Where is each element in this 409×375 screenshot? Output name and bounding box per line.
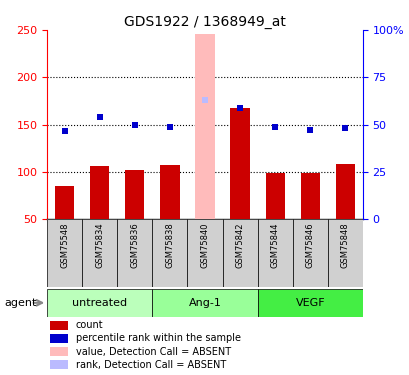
Bar xyxy=(300,173,319,219)
Text: GSM75548: GSM75548 xyxy=(60,223,69,268)
Bar xyxy=(47,289,152,317)
Bar xyxy=(257,219,292,287)
Bar xyxy=(152,219,187,287)
Text: GSM75836: GSM75836 xyxy=(130,223,139,268)
Text: untreated: untreated xyxy=(72,298,127,308)
Text: Ang-1: Ang-1 xyxy=(188,298,221,308)
Bar xyxy=(82,219,117,287)
Bar xyxy=(50,321,67,330)
Bar xyxy=(327,219,362,287)
Bar xyxy=(292,219,327,287)
Text: GSM75844: GSM75844 xyxy=(270,223,279,268)
Bar xyxy=(50,347,67,356)
Text: GSM75834: GSM75834 xyxy=(95,223,104,268)
Text: percentile rank within the sample: percentile rank within the sample xyxy=(75,333,240,344)
Text: GSM75846: GSM75846 xyxy=(305,223,314,268)
Bar xyxy=(50,360,67,369)
Text: VEGF: VEGF xyxy=(295,298,324,308)
Bar xyxy=(230,108,249,219)
Text: GSM75840: GSM75840 xyxy=(200,223,209,268)
Bar xyxy=(152,289,257,317)
Bar xyxy=(90,166,109,219)
Bar xyxy=(55,186,74,219)
Text: agent: agent xyxy=(4,298,36,308)
Bar xyxy=(47,219,82,287)
Text: GSM75848: GSM75848 xyxy=(340,223,349,268)
Bar xyxy=(125,170,144,219)
Text: GSM75842: GSM75842 xyxy=(235,223,244,268)
Bar xyxy=(257,289,362,317)
Title: GDS1922 / 1368949_at: GDS1922 / 1368949_at xyxy=(124,15,285,29)
Text: value, Detection Call = ABSENT: value, Detection Call = ABSENT xyxy=(75,346,230,357)
Bar xyxy=(50,334,67,343)
Bar xyxy=(117,219,152,287)
Bar xyxy=(222,219,257,287)
Bar xyxy=(187,219,222,287)
Text: rank, Detection Call = ABSENT: rank, Detection Call = ABSENT xyxy=(75,360,225,370)
Bar xyxy=(335,165,354,219)
Text: count: count xyxy=(75,320,103,330)
Bar xyxy=(265,173,284,219)
Bar xyxy=(160,165,179,219)
Bar xyxy=(195,34,214,219)
Text: GSM75838: GSM75838 xyxy=(165,223,174,268)
